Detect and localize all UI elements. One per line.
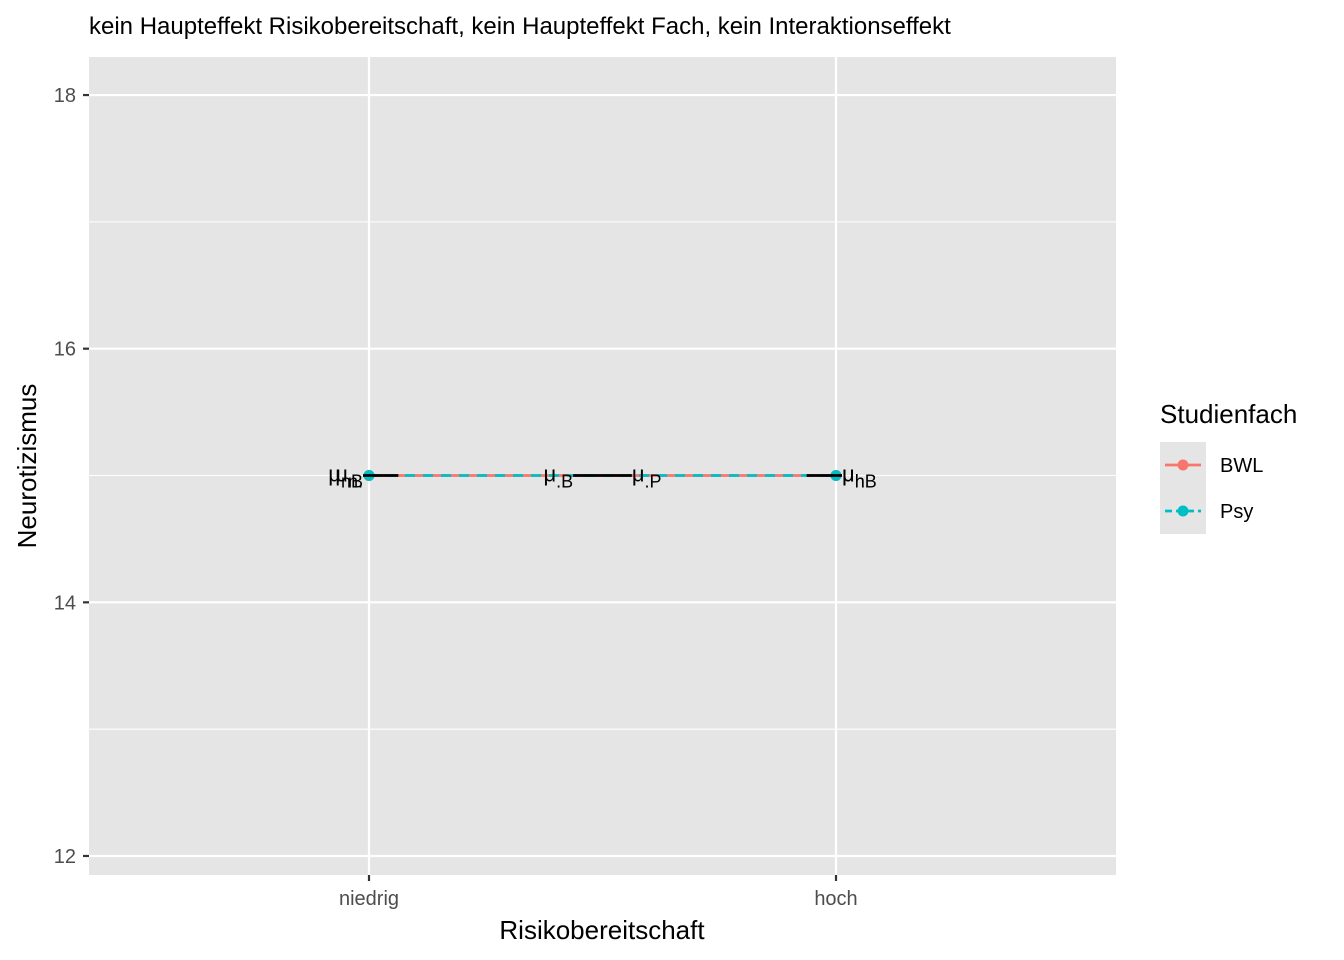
chart-title: kein Haupteffekt Risikobereitschaft, kei… (89, 13, 951, 40)
legend-keys: BWL Psy (1160, 442, 1263, 534)
mu-annotation: μn. (335, 462, 363, 492)
x-axis: niedrig hoch (339, 875, 858, 910)
x-tick-label: hoch (814, 888, 857, 910)
mu-annotation: μh. (842, 462, 870, 492)
mu-annotation: μhB (842, 462, 877, 492)
x-axis-title: Risikobereitschaft (499, 915, 705, 945)
x-tick-label: niedrig (339, 888, 399, 910)
grid-lines (89, 57, 1116, 875)
y-tick-label: 16 (54, 339, 76, 361)
legend-label-bwl: BWL (1220, 455, 1263, 477)
mu-annotation: μ.B (543, 462, 573, 492)
mu-annotation: μnB (328, 462, 363, 492)
y-tick-label: 12 (54, 846, 76, 868)
legend: Studienfach BWL Psy (1160, 399, 1297, 534)
legend-title: Studienfach (1160, 399, 1297, 429)
mu-annotation: μ.P (632, 462, 662, 492)
y-axis: 12 14 16 18 (54, 85, 89, 868)
legend-key-point-bwl (1177, 459, 1189, 471)
legend-label-psy: Psy (1220, 501, 1253, 523)
y-tick-label: 14 (54, 592, 76, 614)
y-tick-label: 18 (54, 85, 76, 107)
legend-key-point-psy (1177, 505, 1189, 517)
plot-panel (89, 57, 1116, 875)
y-axis-title: Neurotizismus (12, 384, 42, 549)
